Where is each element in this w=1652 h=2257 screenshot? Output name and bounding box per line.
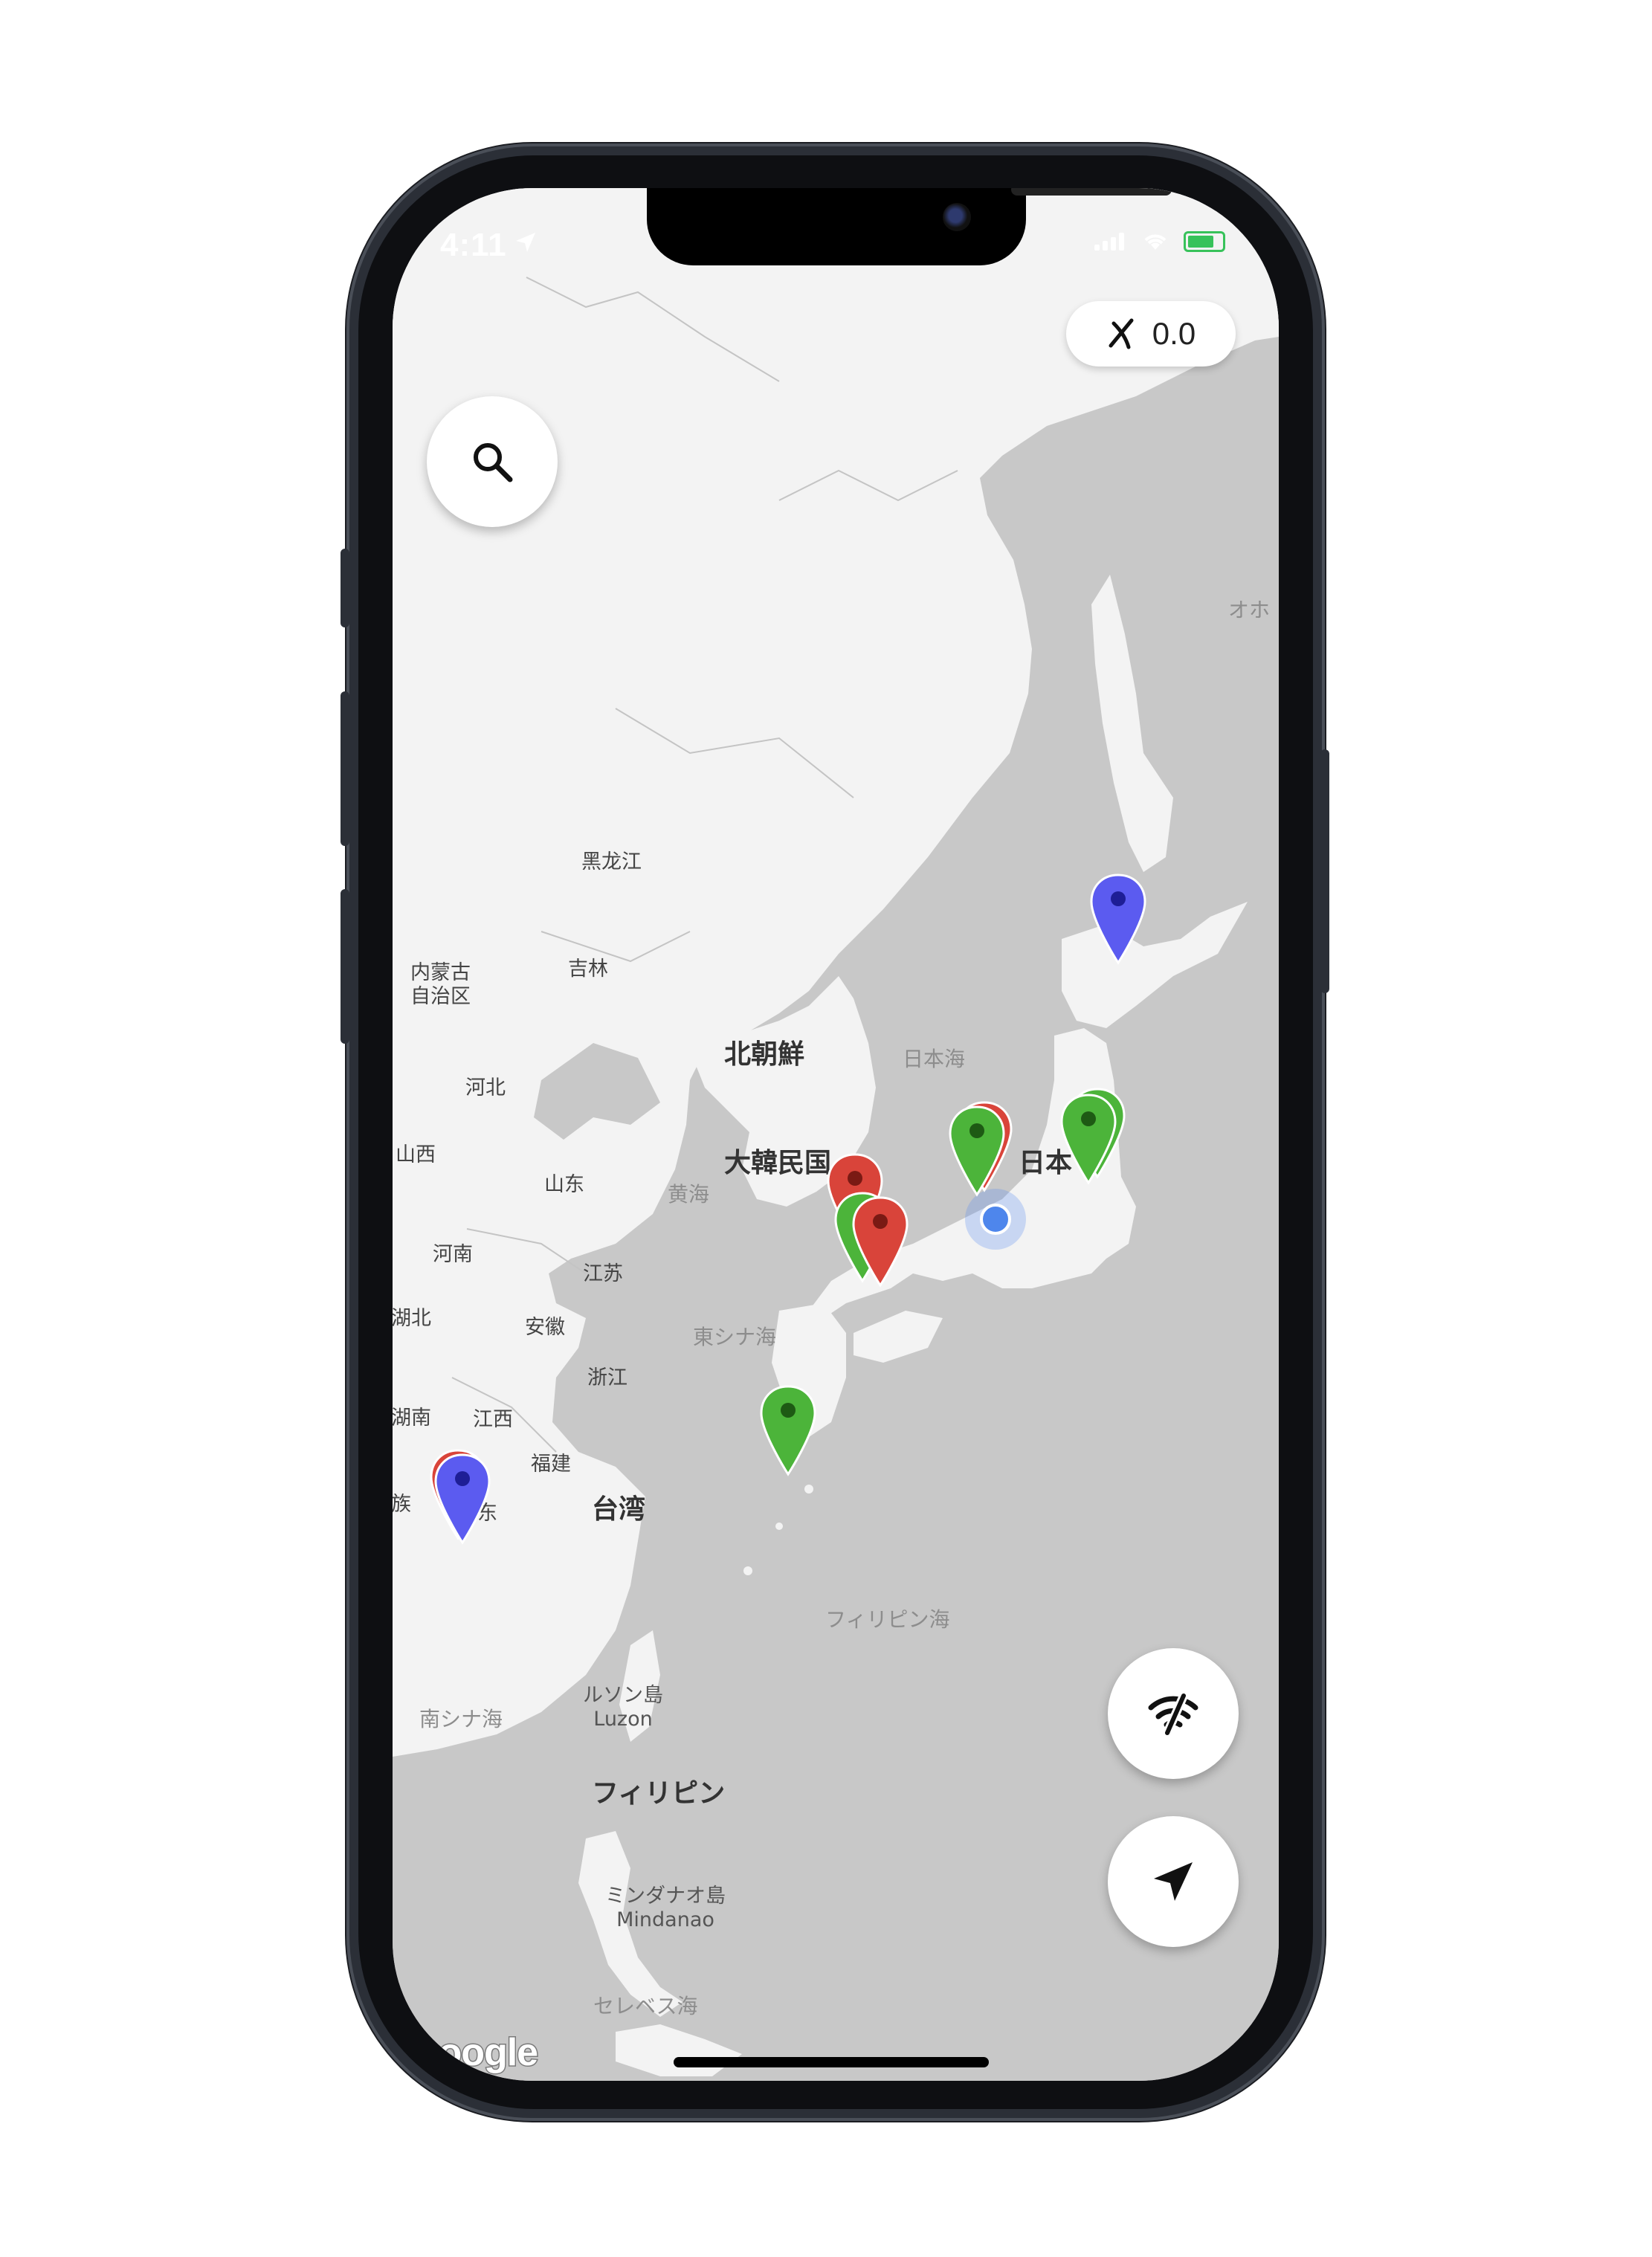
map-label-luzon-en: Luzon — [593, 1708, 653, 1731]
home-indicator[interactable] — [674, 2057, 989, 2067]
map-label-luzon-jp: ルソン島 — [583, 1684, 663, 1707]
map-label-fujian: 福建 — [531, 1453, 571, 1476]
land-taiwan — [619, 1630, 660, 1742]
map-label-philippines: フィリピン — [592, 1778, 726, 1809]
google-logo: Google — [407, 2030, 539, 2076]
location-services-icon — [516, 233, 535, 252]
map-label-jiangxi: 江西 — [473, 1408, 513, 1431]
status-time: 4:11 — [440, 227, 507, 263]
wifi-status-icon — [1144, 234, 1167, 250]
map-label-inner-mongolia-line1: 内蒙古 — [410, 961, 471, 984]
front-camera — [943, 203, 971, 231]
map-label-sea-of-japan: 日本海 — [903, 1047, 966, 1071]
search-button[interactable] — [427, 396, 558, 527]
map-label-south-china-sea: 南シナ海 — [419, 1707, 503, 1731]
map-label-philippine-sea: フィリピン海 — [825, 1607, 950, 1632]
map-pin-guangdong[interactable] — [433, 1452, 492, 1547]
land-honshu — [809, 1028, 1136, 1318]
map-label-hubei: 湖北 — [393, 1307, 431, 1330]
map-label-shandong: 山东 — [544, 1173, 584, 1196]
search-icon — [474, 443, 513, 482]
land-shikoku — [854, 1311, 943, 1363]
map-label-east-china-sea: 東シナ海 — [693, 1325, 777, 1349]
map-label-hunan: 湖南 — [393, 1407, 431, 1430]
satellite-off-icon — [1109, 318, 1134, 349]
offline-status-button[interactable] — [1108, 1648, 1239, 1779]
navigation-arrow-icon — [1154, 1862, 1193, 1901]
map-label-mindanao-jp: ミンダナオ島 — [605, 1885, 726, 1908]
map-label-japan: 日本 — [1019, 1148, 1073, 1178]
map-pin-hokkaido[interactable] — [1088, 872, 1148, 967]
map-label-heilongjiang: 黑龙江 — [581, 850, 642, 874]
map-label-luzon: ルソン島 Luzon — [583, 1684, 663, 1731]
volume-up-button — [341, 691, 349, 846]
bohai-sea — [534, 1043, 660, 1140]
map-label-hebei: 河北 — [465, 1076, 506, 1100]
map-label-henan: 河南 — [433, 1243, 473, 1266]
notch — [647, 188, 1172, 265]
user-location-dot — [965, 1189, 1026, 1250]
map-pin-okinawa[interactable] — [758, 1383, 818, 1479]
land-korea — [690, 976, 876, 1207]
map-pin-kyushu-red-2[interactable] — [851, 1195, 910, 1290]
map-label-jilin: 吉林 — [568, 958, 608, 981]
map-label-okhotsk-partial: オホ — [1228, 598, 1271, 622]
map-label-north-korea: 北朝鮮 — [724, 1039, 805, 1070]
map-label-celebes-sea: セレベス海 — [593, 1994, 698, 2018]
my-location-button[interactable] — [1108, 1816, 1239, 1947]
land-luzon — [578, 1831, 683, 2017]
map-label-mindanao: ミンダナオ島 Mindanao — [605, 1885, 726, 1932]
mute-switch — [341, 549, 349, 627]
map-label-jiangsu: 江苏 — [583, 1262, 623, 1285]
status-icons — [1094, 231, 1225, 252]
land-sakhalin — [1091, 575, 1173, 872]
map-label-yellow-sea: 黄海 — [668, 1182, 710, 1207]
map-pin-kyoto[interactable] — [947, 1104, 1007, 1199]
map-label-shanxi: 山西 — [396, 1143, 436, 1166]
map-label-inner-mongolia-line2: 自治区 — [410, 985, 471, 1008]
wifi-off-icon — [1148, 1691, 1198, 1737]
map-pin-tokyo-front[interactable] — [1059, 1092, 1118, 1187]
map-label-south-korea: 大韓民国 — [724, 1148, 832, 1178]
map-label-guangxi-partial: 族 — [393, 1493, 411, 1516]
speed-indicator[interactable]: 0.0 — [1066, 301, 1236, 367]
map-label-zhejiang: 浙江 — [587, 1366, 627, 1389]
speaker-grille — [1011, 188, 1172, 196]
power-button — [1320, 749, 1329, 993]
battery-icon — [1184, 231, 1225, 252]
map-label-mindanao-en: Mindanao — [616, 1908, 714, 1931]
land-mainland — [393, 188, 1279, 1757]
volume-down-button — [341, 889, 349, 1044]
map-label-inner-mongolia: 内蒙古 自治区 — [410, 961, 471, 1009]
speed-value: 0.0 — [1152, 316, 1196, 351]
map-label-taiwan: 台湾 — [592, 1494, 646, 1525]
app-screen: 黑龙江 吉林 内蒙古 自治区 河北 山西 山东 河南 江苏 湖北 安徽 浙江 湖… — [393, 188, 1279, 2081]
cellular-signal-icon — [1094, 233, 1124, 251]
map-label-anhui: 安徽 — [525, 1316, 565, 1339]
